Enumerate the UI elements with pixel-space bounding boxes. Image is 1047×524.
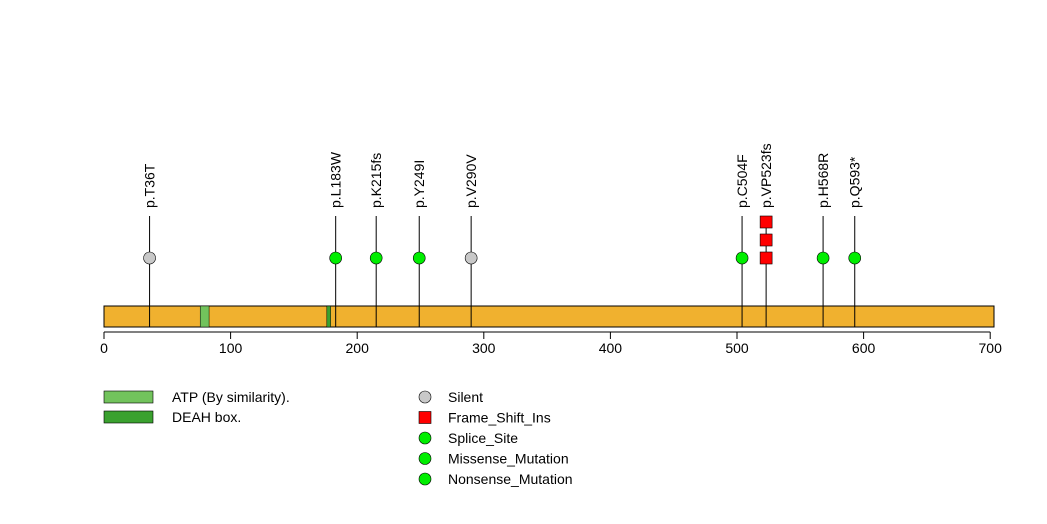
mutation-label: p.L183W xyxy=(328,151,344,208)
x-tick-label: 600 xyxy=(852,340,876,356)
mutation-marker-circle xyxy=(816,251,830,265)
mutation-label: p.VP523fs xyxy=(758,143,774,208)
x-tick-label: 300 xyxy=(472,340,496,356)
mutation-marker-square xyxy=(759,233,773,247)
mutation-marker-square xyxy=(759,215,773,229)
x-tick-label: 400 xyxy=(599,340,623,356)
mutation-marker-circle xyxy=(735,251,749,265)
mutation-label: p.Y249I xyxy=(411,160,427,208)
mutation-label: p.C504F xyxy=(734,154,750,208)
mutation-marker-circle xyxy=(369,251,383,265)
domain-block xyxy=(199,305,210,328)
protein-backbone xyxy=(103,305,995,328)
mutation-p.Q593*: p.Q593* xyxy=(847,156,863,327)
mutation-label: p.Q593* xyxy=(847,156,863,208)
mutation-marker-circle xyxy=(848,251,862,265)
legend-mutation-circle xyxy=(418,452,432,465)
protein-bar xyxy=(103,305,995,328)
legend-mutation-circle xyxy=(418,472,432,486)
mutation-label: p.V290V xyxy=(463,154,479,208)
mutation-p.Y249I: p.Y249I xyxy=(411,160,427,327)
mutation-marker-circle xyxy=(329,251,342,265)
mutation-label: p.T36T xyxy=(142,163,158,208)
legend-mutation-label: Silent xyxy=(448,389,483,405)
mutation-p.VP523fs: p.VP523fs xyxy=(758,143,774,327)
mutation-lollipops: p.T36T p.L183W p.K215fs p.Y249I p.V290V p.C50… xyxy=(142,143,863,327)
x-tick-label: 200 xyxy=(346,340,370,356)
mutation-p.T36T: p.T36T xyxy=(142,163,158,327)
legend-domain-label: DEAH box. xyxy=(172,409,241,425)
mutation-marker-square xyxy=(759,251,773,265)
legend-mutation-label: Missense_Mutation xyxy=(448,451,569,467)
mutation-marker-circle xyxy=(412,251,426,265)
legend-mutation-label: Nonsense_Mutation xyxy=(448,471,573,487)
mutation-marker-circle xyxy=(464,251,478,265)
legend-mutation-label: Splice_Site xyxy=(448,430,518,446)
legend-mutation-label: Frame_Shift_Ins xyxy=(448,410,551,426)
domain-block xyxy=(326,305,331,328)
legend-domain-swatch xyxy=(103,390,154,404)
mutation-p.V290V: p.V290V xyxy=(463,154,479,327)
legend: ATP (By similarity). DEAH box. Silent Frame… xyxy=(103,389,573,487)
mutation-p.C504F: p.C504F xyxy=(734,154,750,327)
x-tick-label: 0 xyxy=(100,340,108,356)
x-axis: 0 100 200 300 400 500 600 700 xyxy=(100,331,1003,356)
legend-mutation-square xyxy=(418,411,432,424)
legend-mutation-circle xyxy=(418,431,432,445)
mutation-p.H568R: p.H568R xyxy=(815,153,831,327)
x-tick-label: 100 xyxy=(219,340,243,356)
legend-mutation-circle xyxy=(418,390,432,404)
legend-domain-swatch xyxy=(103,410,154,424)
x-tick-label: 500 xyxy=(725,340,749,356)
x-tick-label: 700 xyxy=(979,340,1003,356)
mutation-p.K215fs: p.K215fs xyxy=(368,153,384,327)
mutation-label: p.H568R xyxy=(815,153,831,208)
legend-domain-label: ATP (By similarity). xyxy=(172,389,290,405)
mutation-marker-circle xyxy=(143,251,156,265)
mutation-label: p.K215fs xyxy=(368,153,384,208)
mutation-p.L183W: p.L183W xyxy=(328,151,344,327)
